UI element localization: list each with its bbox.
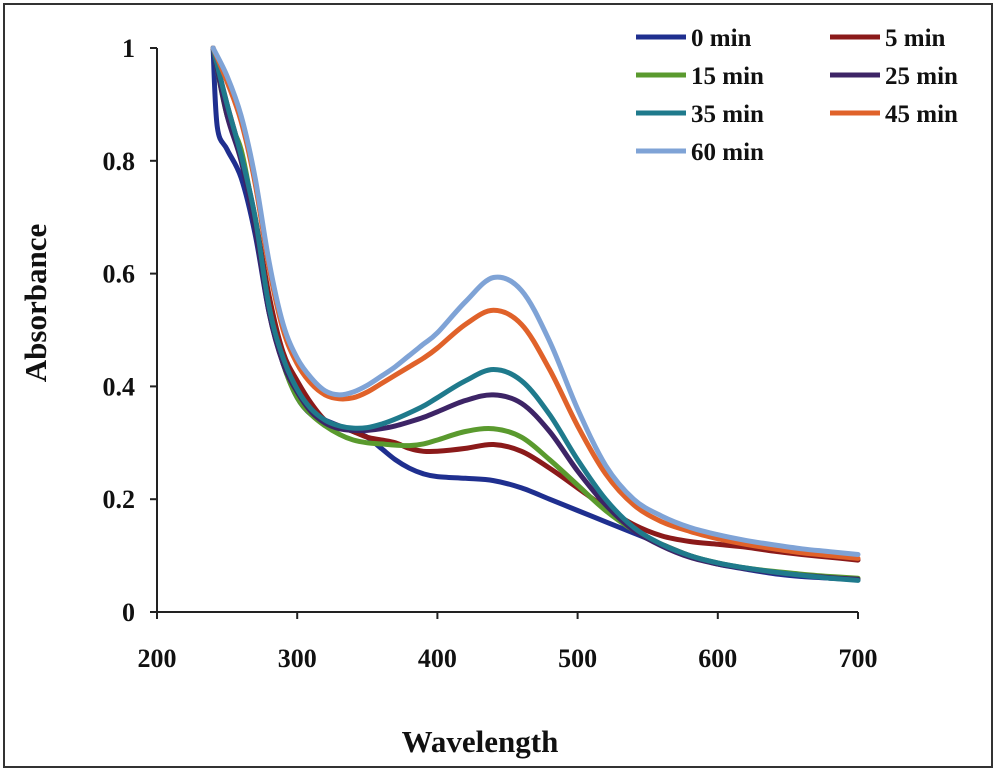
y-axis-title: Absorbance [18, 224, 53, 382]
series-line-60-min [210, 45, 861, 557]
chart-frame [3, 3, 993, 768]
legend: 0 min 5 min 15 min 25 min 35 min 45 min 60 min [636, 25, 958, 166]
x-axis-ticks: 200 300 400 500 600 700 [138, 612, 878, 673]
legend-label-35-min: 35 min [691, 101, 764, 128]
x-tick-label: 300 [278, 644, 317, 673]
x-tick-label: 400 [418, 644, 457, 673]
legend-label-45-min: 45 min [885, 101, 958, 128]
legend-label-25-min: 25 min [885, 63, 958, 90]
y-tick-label: 0.4 [103, 372, 136, 401]
y-tick-label: 0.8 [103, 147, 136, 176]
legend-label-5-min: 5 min [885, 25, 946, 52]
y-tick-label: 0.2 [103, 485, 136, 514]
x-axis-title: Wavelength [402, 724, 559, 759]
y-tick-label: 1 [122, 34, 135, 63]
legend-label-15-min: 15 min [691, 63, 764, 90]
x-tick-label: 700 [839, 644, 878, 673]
x-tick-label: 200 [138, 644, 177, 673]
legend-label-60-min: 60 min [691, 139, 764, 166]
series-line-35-min [210, 45, 861, 583]
x-tick-label: 500 [558, 644, 597, 673]
y-axis-ticks: 0 0.2 0.4 0.6 0.8 1 [103, 34, 157, 627]
legend-label-0-min: 0 min [691, 25, 752, 52]
y-tick-label: 0.6 [103, 260, 136, 289]
x-tick-label: 600 [698, 644, 737, 673]
plot-series-group [210, 45, 861, 583]
y-tick-label: 0 [122, 598, 135, 627]
